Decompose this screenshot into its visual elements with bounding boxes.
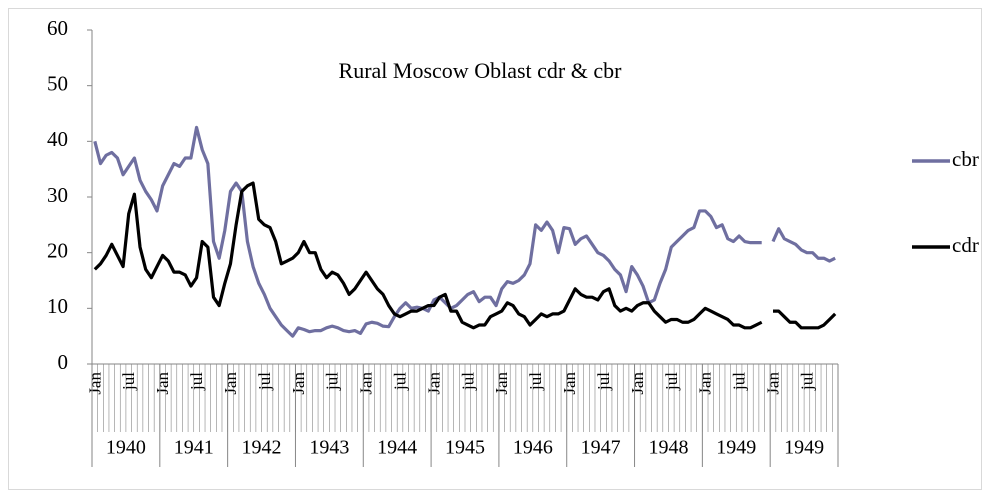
year-label: 1945 <box>445 437 485 459</box>
x-tick-label: Jan <box>628 372 647 395</box>
x-tick-label: jul <box>594 372 613 391</box>
chart-title: Rural Moscow Oblast cdr & cbr <box>339 58 623 83</box>
y-tick-label: 40 <box>47 127 68 151</box>
y-tick-label: 20 <box>47 238 68 262</box>
x-tick-label: Jan <box>560 372 579 395</box>
x-tick-label: jul <box>526 372 545 391</box>
x-tick-label: Jan <box>764 372 783 395</box>
year-label: 1947 <box>581 437 621 459</box>
y-tick-label: 0 <box>58 350 69 374</box>
y-tick-label: 30 <box>47 183 68 207</box>
x-tick-label: Jan <box>357 372 376 395</box>
x-tick-label: Jan <box>153 372 172 395</box>
x-tick-label: Jan <box>424 372 443 395</box>
x-tick-label: jul <box>730 372 749 391</box>
year-label: 1941 <box>174 437 214 459</box>
series-line <box>93 125 836 338</box>
year-label: 1948 <box>648 437 688 459</box>
x-tick-label: Jan <box>221 372 240 395</box>
y-tick-label: 10 <box>47 294 68 318</box>
year-label: 1943 <box>309 437 349 459</box>
legend-label: cdr <box>952 233 979 257</box>
x-tick-label: jul <box>458 372 477 391</box>
x-tick-label: jul <box>255 372 274 391</box>
x-tick-label: Jan <box>492 372 511 395</box>
x-tick-label: Jan <box>289 372 308 395</box>
year-label: 1949 <box>784 437 824 459</box>
y-tick-label: 50 <box>47 71 68 95</box>
year-label: 1946 <box>513 437 553 459</box>
x-tick-label: Jan <box>85 372 104 395</box>
x-tick-label: jul <box>323 372 342 391</box>
x-tick-label: jul <box>119 372 138 391</box>
x-tick-label: jul <box>187 372 206 391</box>
year-label: 1942 <box>242 437 282 459</box>
x-tick-label: jul <box>391 372 410 391</box>
x-tick-label: Jan <box>696 372 715 395</box>
year-label: 1949 <box>716 437 756 459</box>
x-tick-label: jul <box>797 372 816 391</box>
legend-label: cbr <box>952 147 979 171</box>
y-tick-label: 60 <box>47 16 68 40</box>
series-line <box>93 181 837 330</box>
chart-border <box>8 8 982 490</box>
year-label: 1944 <box>377 437 417 459</box>
year-label: 1940 <box>106 437 146 459</box>
x-tick-label: jul <box>662 372 681 391</box>
